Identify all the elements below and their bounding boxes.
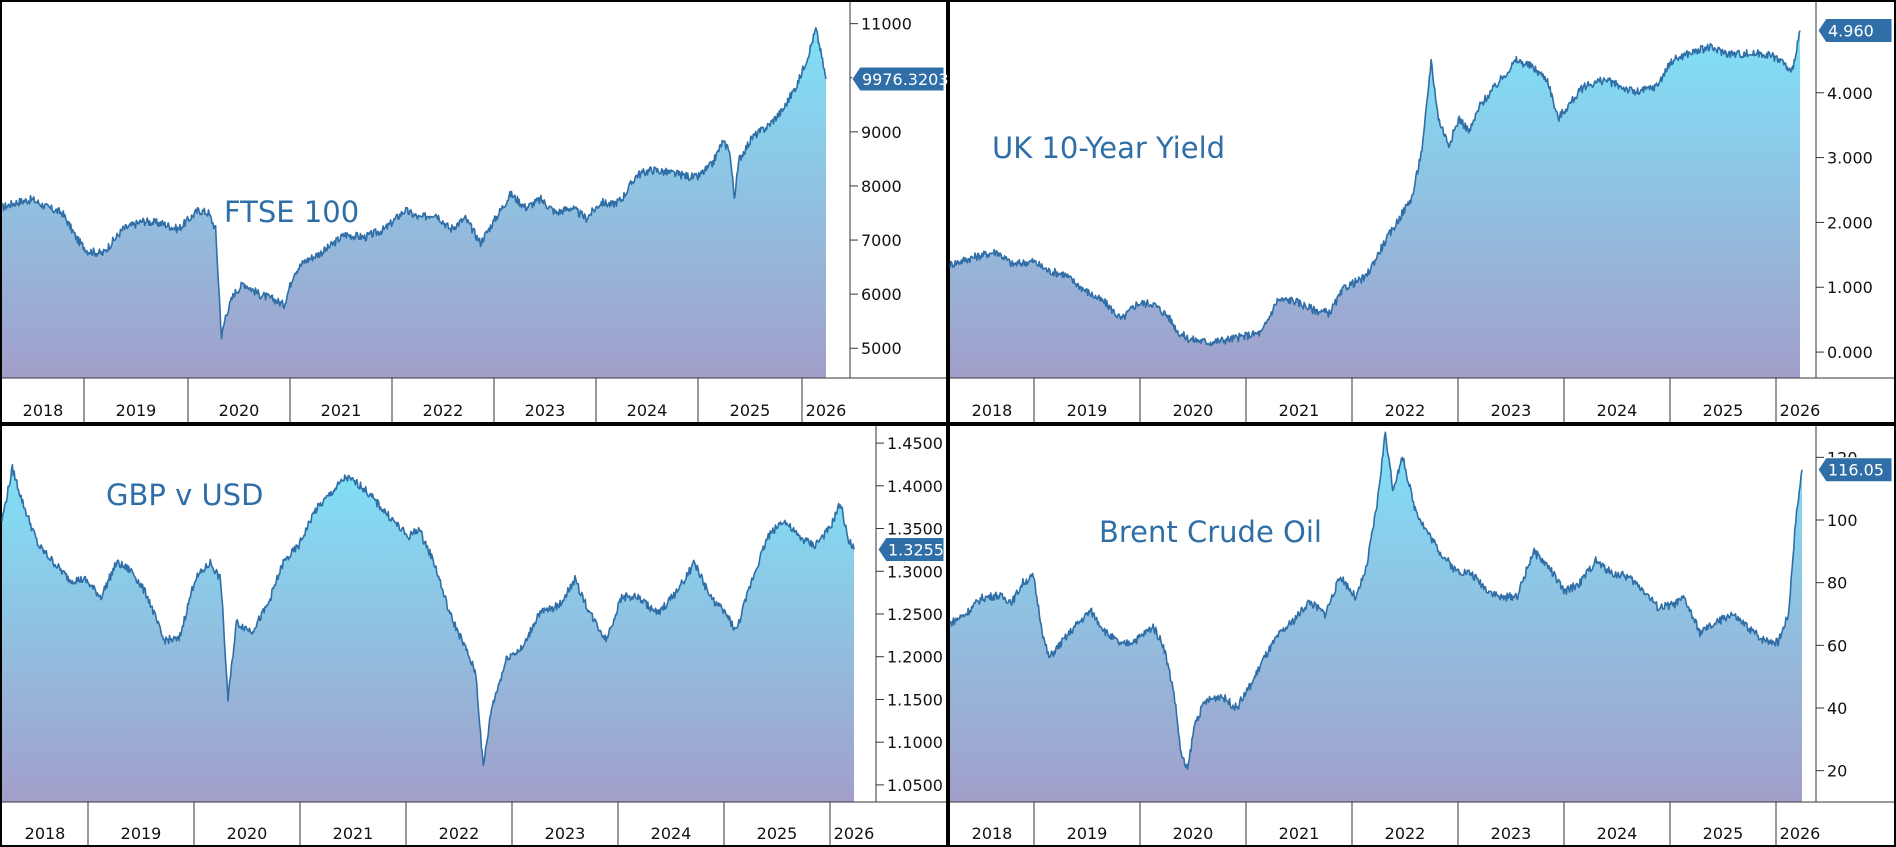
brent-crude-oil-chart: Brent Crude Oil 20406080100120116.052018… <box>949 426 1894 845</box>
series-area <box>2 27 826 379</box>
gbp-v-usd-chart: GBP v USD 1.0500 1.1000 1.1500 1.2000 1.2500… <box>1 426 946 845</box>
y-tick-label: 11000 <box>861 15 912 34</box>
x-tick-label: 2018 <box>25 824 66 843</box>
y-tick-label: 1.1500 <box>887 690 943 709</box>
x-tick-label: 2020 <box>227 824 268 843</box>
x-tick-label: 2018 <box>23 401 64 420</box>
chart-title: Brent Crude Oil <box>1099 515 1322 549</box>
series-area <box>2 464 854 802</box>
callout-value: 9976.3203 <box>862 70 949 89</box>
x-tick-label: 2024 <box>1597 401 1638 420</box>
x-tick-label: 2024 <box>651 824 692 843</box>
y-tick-label: 1.2500 <box>887 605 943 624</box>
callout-value: 116.05 <box>1828 461 1884 480</box>
x-tick-label: 2023 <box>545 824 586 843</box>
x-tick-label: 2023 <box>1491 401 1532 420</box>
last-value-callout: 9976.3203 <box>851 66 949 92</box>
x-tick-label: 2019 <box>121 824 162 843</box>
series-area <box>950 432 1802 802</box>
x-tick-label: 2025 <box>757 824 798 843</box>
x-tick-label: 2018 <box>972 401 1013 420</box>
x-tick-label: 2026 <box>1780 401 1821 420</box>
y-tick-label: 1.1000 <box>887 733 943 752</box>
x-tick-label: 2022 <box>439 824 480 843</box>
y-tick-label: 7000 <box>861 231 902 250</box>
x-tick-label: 2026 <box>1780 824 1821 843</box>
x-tick-label: 2025 <box>1703 824 1744 843</box>
y-tick-label: 1.000 <box>1827 278 1873 297</box>
y-tick-label: 20 <box>1827 762 1847 781</box>
y-tick-label: 1.0500 <box>887 776 943 795</box>
y-tick-label: 1.3500 <box>887 520 943 539</box>
y-tick-label: 100 <box>1827 511 1858 530</box>
y-tick-label: 5000 <box>861 339 902 358</box>
x-tick-label: 2023 <box>525 401 566 420</box>
series-line <box>949 431 1803 771</box>
y-tick-label: 80 <box>1827 574 1847 593</box>
x-tick-label: 2019 <box>1067 824 1108 843</box>
x-tick-label: 2025 <box>730 401 771 420</box>
x-tick-label: 2021 <box>1279 401 1320 420</box>
series-area <box>950 30 1800 378</box>
callout-value: 4.960 <box>1828 22 1874 41</box>
last-value-callout: 116.05 <box>1817 457 1893 483</box>
x-tick-label: 2022 <box>423 401 464 420</box>
x-tick-label: 2019 <box>116 401 157 420</box>
y-tick-label: 1.2000 <box>887 648 943 667</box>
x-tick-label: 2019 <box>1067 401 1108 420</box>
x-tick-label: 2022 <box>1385 401 1426 420</box>
y-tick-label: 0.000 <box>1827 343 1873 362</box>
x-tick-label: 2026 <box>806 401 847 420</box>
ftse-100-chart: FTSE 100 5000600070008000900010000110009… <box>1 2 949 422</box>
x-tick-label: 2022 <box>1385 824 1426 843</box>
x-tick-label: 2020 <box>1173 401 1214 420</box>
last-value-callout: 1.3255 <box>877 536 945 562</box>
plot-area: 1.0500 1.1000 1.1500 1.2000 1.2500 1.3000 1.35… <box>1 426 946 845</box>
y-tick-label: 3.000 <box>1827 149 1873 168</box>
plot-area: 0.000 1.000 2.000 3.000 4.000 4.960 2018 2019 20… <box>949 2 1894 422</box>
y-tick-label: 4.000 <box>1827 84 1873 103</box>
plot-area: 20406080100120116.0520182019202020212022… <box>949 426 1894 845</box>
y-tick-label: 6000 <box>861 285 902 304</box>
callout-badge <box>1817 18 1893 44</box>
chart-title: UK 10-Year Yield <box>992 131 1225 165</box>
series-line <box>1 27 827 340</box>
callout-value: 1.3255 <box>888 540 944 559</box>
x-tick-label: 2024 <box>627 401 668 420</box>
callout-badge <box>851 66 945 92</box>
y-tick-label: 60 <box>1827 636 1847 655</box>
y-tick-label: 9000 <box>861 123 902 142</box>
uk-10-year-yield-chart: UK 10-Year Yield 0.000 1.000 2.000 3.000 4.0… <box>949 2 1894 422</box>
y-tick-label: 8000 <box>861 177 902 196</box>
y-tick-label: 2.000 <box>1827 213 1873 232</box>
chart-title: FTSE 100 <box>224 195 359 229</box>
y-tick-label: 1.4500 <box>887 434 943 453</box>
x-tick-label: 2025 <box>1703 401 1744 420</box>
x-tick-label: 2023 <box>1491 824 1532 843</box>
x-tick-label: 2021 <box>321 401 362 420</box>
callout-badge <box>1817 457 1893 483</box>
x-tick-label: 2018 <box>972 824 1013 843</box>
x-tick-label: 2021 <box>333 824 374 843</box>
last-value-callout: 4.960 <box>1817 18 1893 44</box>
plot-area: 5000600070008000900010000110009976.32032… <box>1 2 949 422</box>
x-tick-label: 2024 <box>1597 824 1638 843</box>
y-tick-label: 1.3000 <box>887 562 943 581</box>
series-line <box>1 464 855 767</box>
x-tick-label: 2020 <box>219 401 260 420</box>
x-tick-label: 2026 <box>834 824 875 843</box>
x-tick-label: 2021 <box>1279 824 1320 843</box>
series-line <box>949 30 1801 346</box>
y-tick-label: 40 <box>1827 699 1847 718</box>
callout-badge <box>877 536 945 562</box>
y-tick-label: 1.4000 <box>887 477 943 496</box>
chart-title: GBP v USD <box>106 478 263 512</box>
x-tick-label: 2020 <box>1173 824 1214 843</box>
